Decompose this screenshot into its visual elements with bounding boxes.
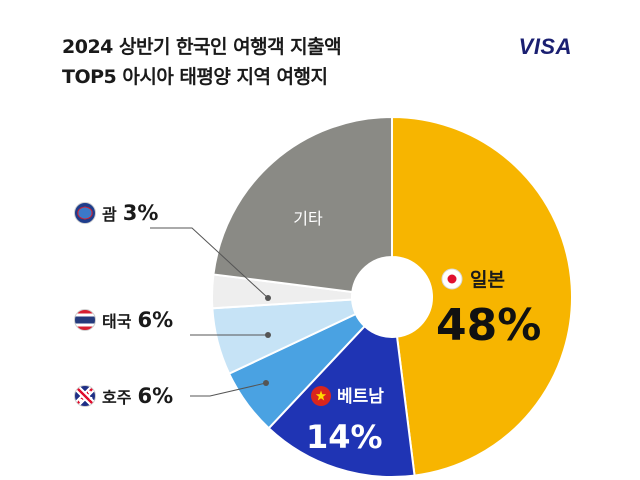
legend-value-australia: 6% xyxy=(137,384,174,408)
title-line-1: 2024 상반기 한국인 여행객 지출액 xyxy=(62,36,342,58)
slice-기타 xyxy=(212,115,393,294)
slice-value-vietnam: 14% xyxy=(306,418,383,456)
legend-name-australia: 호주 xyxy=(102,388,132,407)
legend-value-thailand: 6% xyxy=(137,308,174,332)
legend-guam: 괌 3% xyxy=(74,201,158,225)
leader-line-guam xyxy=(150,227,269,299)
slice-베트남 xyxy=(267,324,416,478)
leader-line-australia xyxy=(190,382,267,397)
legend-name-guam: 괌 xyxy=(102,205,117,224)
legend-australia: 호주 6% xyxy=(74,384,173,408)
slice-label-other: 기타 xyxy=(293,209,323,228)
leader-dot-australia xyxy=(263,380,269,386)
slice-name-japan: 일본 xyxy=(470,269,505,291)
legend-name-thailand: 태국 xyxy=(102,312,132,331)
title-line-2: TOP5 아시아 태평양 지역 여행지 xyxy=(62,66,328,88)
leader-dot-thailand xyxy=(265,332,271,338)
thailand-flag-icon xyxy=(74,309,96,331)
legend-thailand: 태국 6% xyxy=(74,308,173,332)
vietnam-flag-icon xyxy=(311,386,331,406)
visa-logo: VISA xyxy=(518,34,572,59)
slice-value-japan: 48% xyxy=(436,300,541,351)
leader-dot-guam xyxy=(265,295,271,301)
legend-value-guam: 3% xyxy=(122,201,159,225)
guam-flag-icon xyxy=(74,202,96,224)
japan-flag-icon xyxy=(441,268,463,290)
donut-slices xyxy=(211,115,573,478)
leader-lines xyxy=(150,227,271,397)
australia-flag-icon xyxy=(74,385,96,407)
chart-title: 2024 상반기 한국인 여행객 지출액 TOP5 아시아 태평양 지역 여행지 xyxy=(62,32,342,92)
slice-일본 xyxy=(391,115,573,477)
slice-name-vietnam: 베트남 xyxy=(337,387,384,407)
